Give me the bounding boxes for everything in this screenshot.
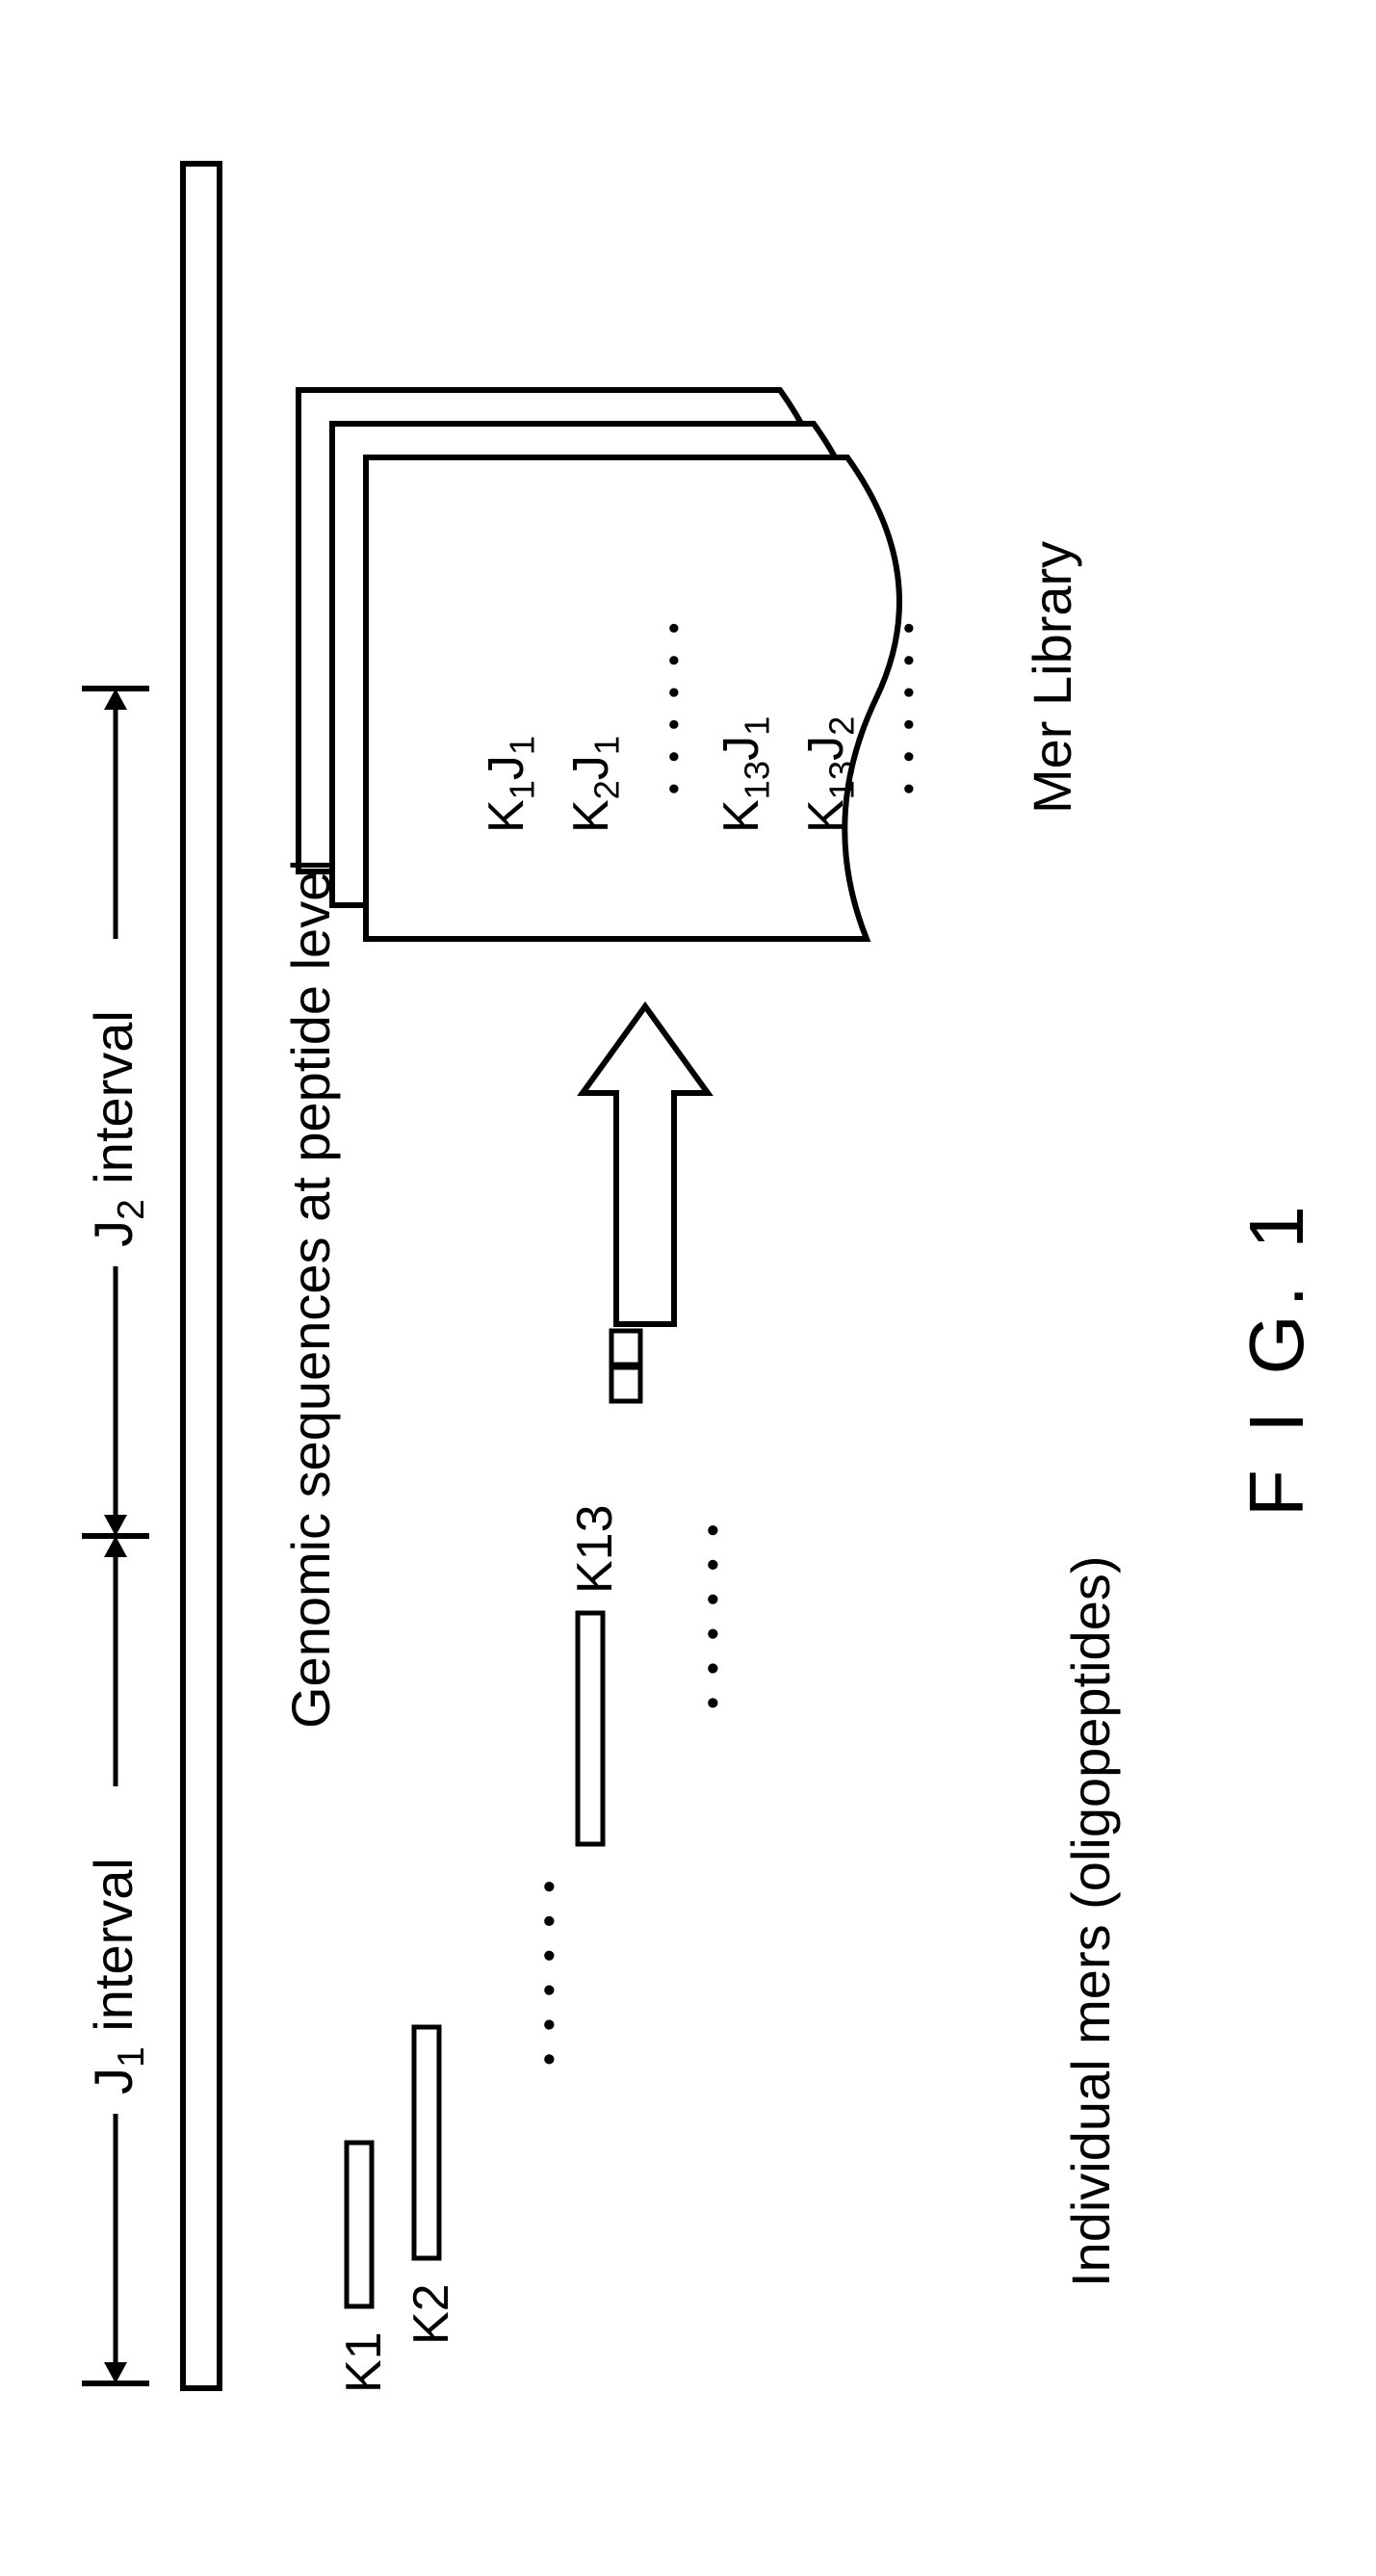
j2-interval-label: J2 interval: [82, 1010, 153, 1247]
library-entries: K1J1K2J1• • • • • •K13J1K13J2• • • • • •: [472, 616, 928, 833]
diagram-canvas: J1 interval J2 interval Genomic sequence…: [0, 0, 1376, 2576]
mer-library-label: Mer Library: [1021, 541, 1083, 814]
interval-brackets: [82, 689, 149, 2383]
k1-label: K1: [335, 2331, 393, 2393]
figure-caption: F I G. 1: [1233, 1198, 1321, 1517]
genome-bar: [183, 164, 220, 2388]
dots-1: • • • • • •: [530, 1874, 571, 2066]
dots-2: • • • • • •: [693, 1518, 735, 1709]
j1-interval-label: J1 interval: [82, 1858, 153, 2095]
individual-mers-label: Individual mers (oligopeptides): [1059, 1556, 1122, 2288]
k13-label: K13: [566, 1504, 624, 1594]
k2-label: K2: [402, 2283, 460, 2345]
genome-label: Genomic sequences at peptide level: [279, 859, 342, 1729]
arrow-to-library: [583, 1006, 708, 1401]
diagram-svg: [0, 0, 1376, 2576]
